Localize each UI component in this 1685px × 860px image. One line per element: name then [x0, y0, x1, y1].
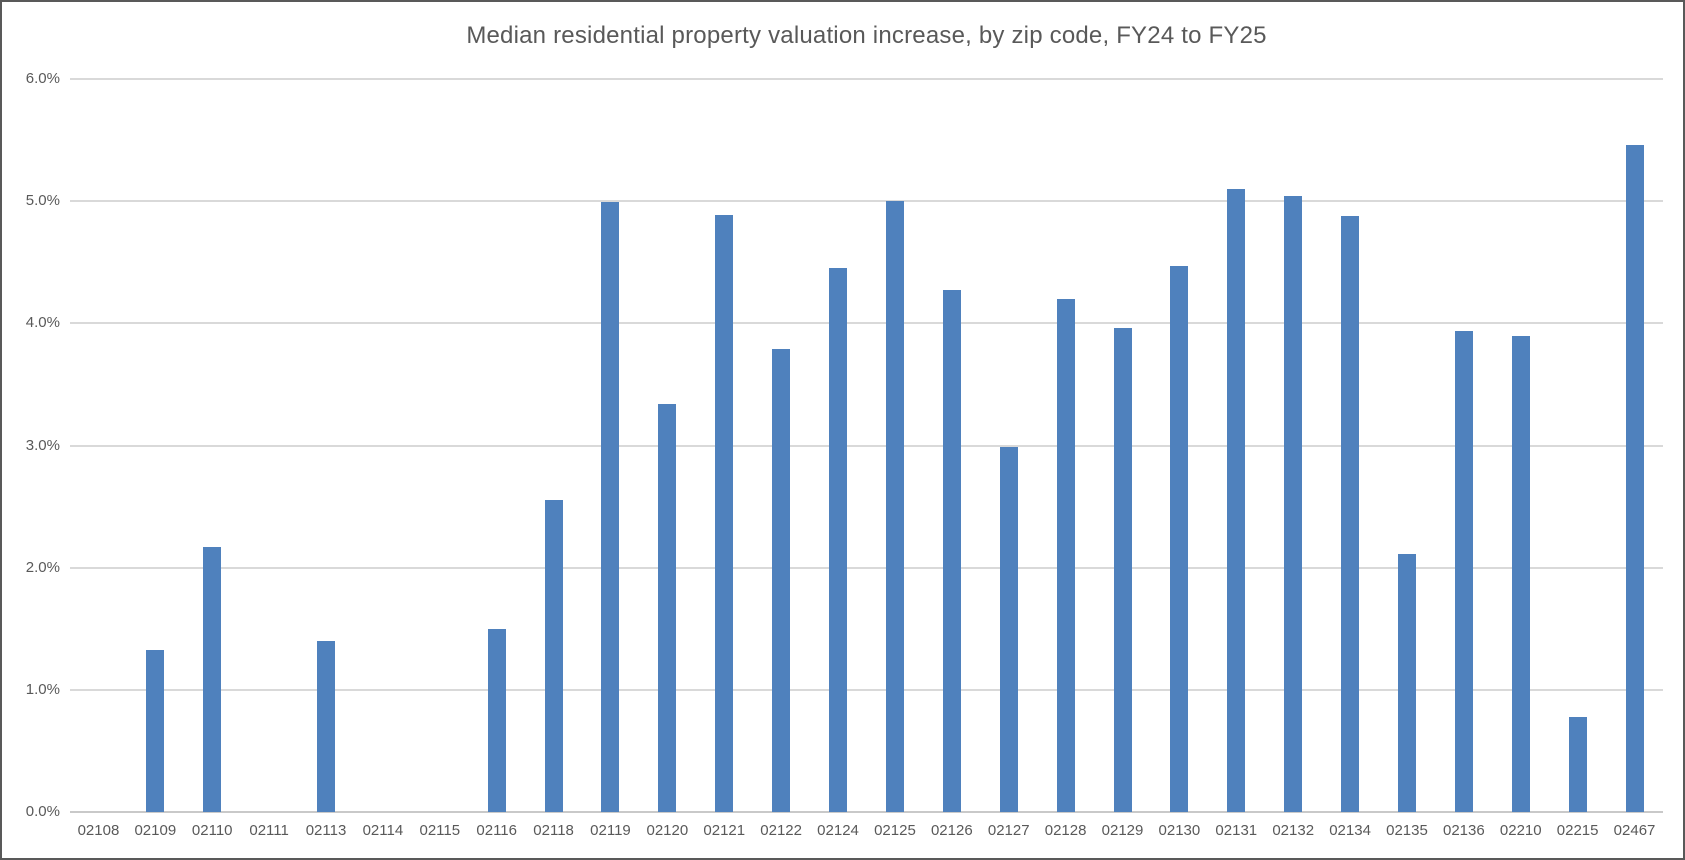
y-tick-label: 5.0%	[25, 192, 60, 210]
x-tick-label-02121: 02121	[703, 822, 746, 839]
bar-02119	[601, 202, 620, 812]
bar-02136	[1454, 330, 1473, 812]
x-tick-label-02108: 02108	[77, 822, 120, 839]
x-tick-label-02215: 02215	[1556, 822, 1599, 839]
bar-02210	[1511, 335, 1530, 812]
bar-02132	[1284, 196, 1303, 812]
bar-02131	[1227, 188, 1246, 812]
x-tick-label-02110: 02110	[191, 822, 233, 839]
x-tick-label-02135: 02135	[1386, 822, 1428, 839]
x-tick-label-02118: 02118	[533, 822, 574, 839]
x-tick-label-02132: 02132	[1272, 822, 1315, 839]
bar-02113	[317, 640, 336, 812]
bar-02127	[999, 446, 1018, 812]
x-tick-label-02467: 02467	[1613, 822, 1656, 839]
bar-02118	[544, 500, 563, 812]
x-tick-label-02125: 02125	[874, 822, 916, 839]
bar-02129	[1113, 328, 1132, 812]
x-tick-label-02210: 02210	[1499, 822, 1542, 839]
x-tick-label-02111: 02111	[249, 822, 289, 839]
gridline	[70, 444, 1663, 447]
x-tick-label-02115: 02115	[419, 822, 461, 839]
x-tick-label-02114: 02114	[362, 822, 404, 839]
y-tick-label: 0.0%	[25, 803, 60, 820]
x-tick-label-02126: 02126	[930, 822, 973, 839]
y-tick-label: 1.0%	[25, 680, 60, 698]
y-tick-label: 3.0%	[25, 436, 60, 454]
bar-02134	[1341, 215, 1360, 812]
bar-02130	[1170, 265, 1189, 812]
bar-02215	[1568, 716, 1587, 812]
y-tick-label: 4.0%	[25, 314, 60, 332]
bar-02120	[658, 403, 677, 812]
x-tick-label-02122: 02122	[760, 822, 802, 839]
y-tick-label: 6.0%	[25, 70, 60, 87]
gridline	[70, 200, 1663, 203]
x-tick-label-02127: 02127	[987, 822, 1030, 839]
gridline	[70, 566, 1663, 569]
bar-02128	[1056, 298, 1075, 812]
plot-area: 6.0% 5.0% 4.0% 3.0% 2.0% 1.0% 0.0% 02108 02109 02…	[26, 70, 1663, 839]
x-tick-label-02136: 02136	[1443, 822, 1485, 839]
x-tick-label-02134: 02134	[1329, 822, 1371, 839]
gridline	[70, 322, 1663, 325]
x-tick-label-02109: 02109	[134, 822, 177, 839]
x-tick-label-02129: 02129	[1101, 822, 1144, 839]
bar-02110	[203, 546, 222, 812]
gridline	[70, 688, 1663, 691]
x-tick-label-02124: 02124	[817, 822, 859, 839]
bar-02126	[942, 290, 961, 812]
bar-02122	[772, 349, 791, 812]
x-axis-line	[70, 811, 1663, 813]
bar-02116	[487, 628, 506, 812]
x-tick-label-02130: 02130	[1158, 822, 1201, 839]
bar-02124	[829, 268, 848, 812]
x-tick-label-02119: 02119	[590, 822, 631, 839]
bar-02109	[146, 649, 165, 812]
gridline	[70, 78, 1663, 80]
x-tick-label-02120: 02120	[646, 822, 689, 839]
chart-title: Median residential property valuation in…	[466, 22, 1267, 49]
x-tick-label-02128: 02128	[1044, 822, 1087, 839]
bar-02467	[1625, 144, 1644, 812]
x-tick-label-02131: 02131	[1215, 822, 1258, 839]
bar-02121	[715, 214, 734, 812]
y-tick-label: 2.0%	[25, 558, 60, 576]
bar-02125	[885, 201, 904, 812]
bar-02135	[1397, 554, 1416, 812]
x-tick-label-02113: 02113	[305, 822, 347, 839]
x-tick-label-02116: 02116	[476, 822, 517, 839]
